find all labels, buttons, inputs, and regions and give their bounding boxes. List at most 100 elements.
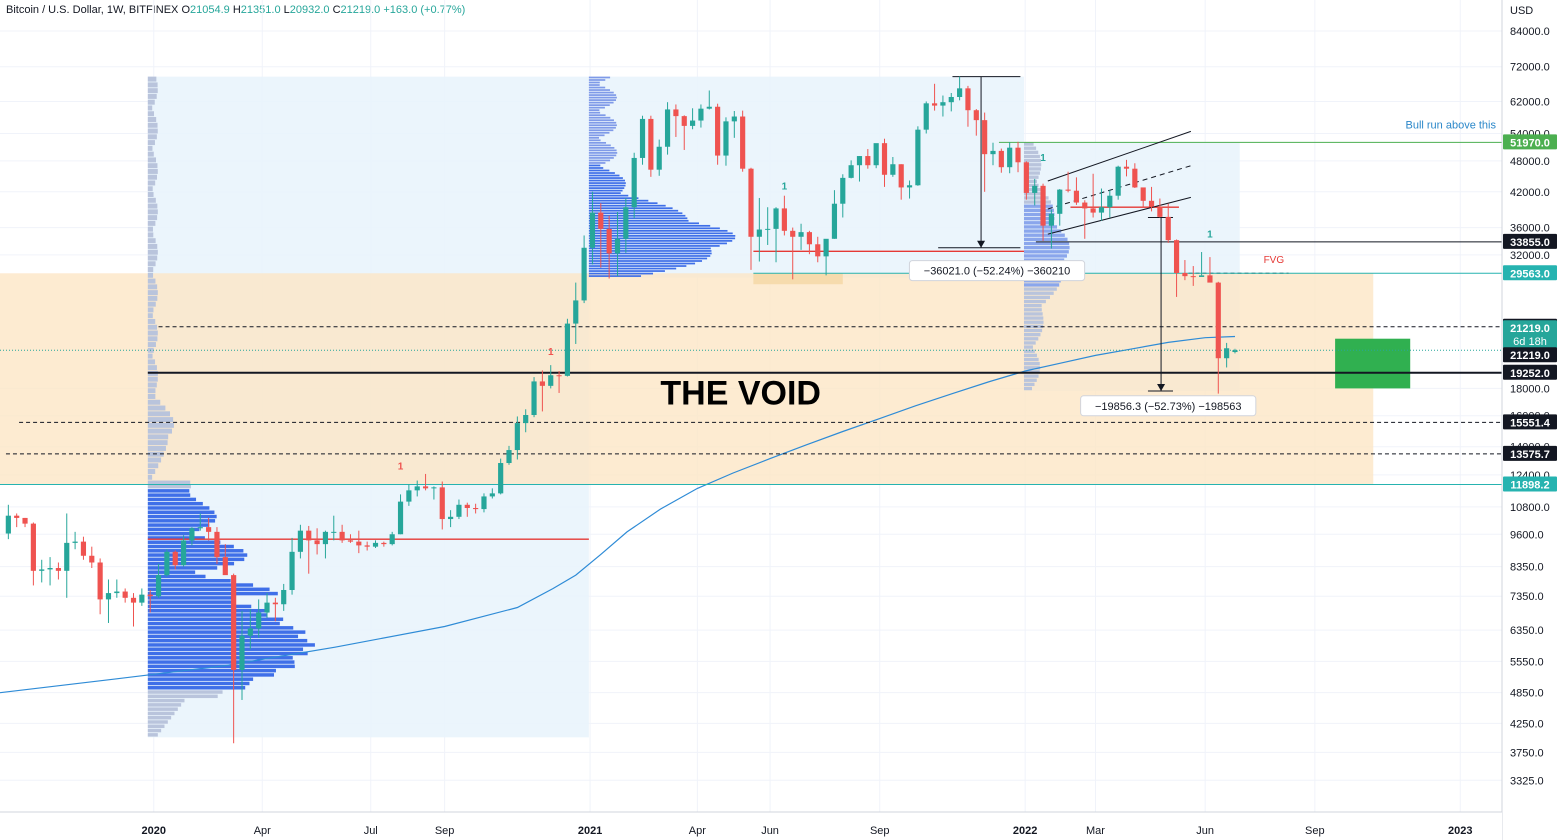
candle-body xyxy=(848,165,854,178)
candle-body xyxy=(489,493,495,497)
candle-body xyxy=(998,150,1004,168)
volume-profile-bar xyxy=(147,359,156,365)
price-badge-label: 29563.0 xyxy=(1510,268,1550,280)
volume-profile-bar xyxy=(1023,308,1042,312)
price-badge-bg xyxy=(1503,134,1557,150)
volume-profile-bar xyxy=(588,119,614,122)
volume-profile-bar xyxy=(147,417,174,423)
volume-profile-bar xyxy=(588,257,708,260)
volume-profile-bar xyxy=(588,149,617,152)
volume-profile-bar xyxy=(1023,332,1041,337)
volume-profile-bar xyxy=(588,270,665,272)
volume-profile-bar xyxy=(588,265,687,267)
candle-body xyxy=(856,156,863,166)
candle-body xyxy=(539,381,545,386)
candle-body xyxy=(773,208,779,229)
volume-profile-bar xyxy=(1023,237,1068,242)
candle-body xyxy=(656,146,662,170)
volume-profile-bar xyxy=(147,203,158,209)
volume-profile-bar xyxy=(588,116,611,119)
volume-profile-bar xyxy=(147,411,171,417)
x-tick-label: Jul xyxy=(364,825,378,837)
candle-body xyxy=(331,531,337,533)
volume-profile-bar xyxy=(147,474,153,480)
candle-body xyxy=(139,594,145,603)
candle-body xyxy=(564,323,571,376)
volume-profile-bar xyxy=(588,189,623,192)
candle-body xyxy=(1148,200,1155,207)
measure-arrowhead xyxy=(977,240,986,248)
volume-profile-bar xyxy=(147,255,158,261)
volume-profile-bar xyxy=(1023,208,1054,213)
price-badge-bg xyxy=(1503,320,1557,349)
volume-profile-bar xyxy=(147,711,175,716)
volume-profile-bar xyxy=(147,238,156,244)
candle-body xyxy=(1015,147,1021,163)
candle-body xyxy=(648,118,654,170)
volume-profile-bar xyxy=(1023,200,1051,204)
volume-profile-bar xyxy=(588,164,601,167)
volume-profile-bar xyxy=(147,243,158,249)
candle-body xyxy=(673,109,679,117)
candle-body xyxy=(473,508,479,510)
candle-body xyxy=(5,515,11,534)
volume-profile-bar xyxy=(147,376,158,382)
volume-profile-bar xyxy=(1023,233,1065,237)
volume-profile-bar xyxy=(588,192,621,194)
void-label: THE VOID xyxy=(660,374,821,412)
measure-arrowhead xyxy=(1157,383,1166,391)
candle-body xyxy=(890,164,896,175)
candle-body xyxy=(798,232,804,237)
price-badge-label: 33855.0 xyxy=(1510,237,1550,249)
volume-profile-bar xyxy=(147,76,157,82)
volume-profile-bar xyxy=(588,207,673,210)
candle-body xyxy=(456,504,462,517)
volume-profile-bar xyxy=(147,151,154,157)
x-tick-label: Mar xyxy=(1086,825,1105,837)
candle-body xyxy=(865,156,871,166)
volume-profile-bar xyxy=(588,219,689,222)
price-badge-label: 21219.0 xyxy=(1510,323,1550,335)
candle-body xyxy=(823,238,829,257)
candle-body xyxy=(806,232,812,245)
candle-body xyxy=(14,515,20,518)
moving-average-line xyxy=(0,335,1236,694)
candle-body xyxy=(898,164,904,188)
volume-profile-bar xyxy=(147,93,157,99)
candle-body xyxy=(264,602,270,613)
signal-mark: 1 xyxy=(1040,153,1046,164)
candle-body xyxy=(214,531,220,558)
y-tick-label: 18000.0 xyxy=(1510,383,1550,395)
volume-profile-bar xyxy=(147,549,244,553)
x-tick-label: Apr xyxy=(689,825,706,837)
candle-body xyxy=(589,212,596,248)
candle-body xyxy=(965,88,971,111)
volume-profile-bar xyxy=(147,399,161,405)
symbol-label[interactable]: Bitcoin / U.S. Dollar, 1W, BITFINEX xyxy=(6,4,179,16)
volume-profile-bar xyxy=(147,673,275,677)
candle-body xyxy=(1057,189,1063,214)
volume-profile-bar xyxy=(147,163,158,169)
volume-profile-bar xyxy=(588,79,606,81)
candle-body xyxy=(314,540,320,545)
signal-mark: 1 xyxy=(1207,229,1213,240)
price-badge: 21219.06d 18h xyxy=(1503,320,1557,349)
candle-body xyxy=(147,594,153,597)
candle-body xyxy=(840,177,846,204)
volume-profile-bar xyxy=(1023,303,1042,308)
volume-profile-bar xyxy=(147,261,156,267)
volume-profile-bar xyxy=(1023,337,1039,341)
candle-body xyxy=(498,463,504,494)
volume-profile-bar xyxy=(147,140,155,146)
volume-profile-bar xyxy=(1023,196,1049,200)
volume-profile-bar xyxy=(147,336,158,342)
volume-profile-bar xyxy=(1023,382,1035,387)
volume-profile-bar xyxy=(147,272,154,278)
x-tick-label: 2022 xyxy=(1013,825,1037,837)
candle-body xyxy=(231,575,237,670)
volume-profile-bar xyxy=(147,422,174,428)
volume-profile-bar xyxy=(1023,150,1039,155)
volume-profile-bar xyxy=(1023,212,1055,217)
y-tick-label: 3325.0 xyxy=(1510,775,1544,787)
